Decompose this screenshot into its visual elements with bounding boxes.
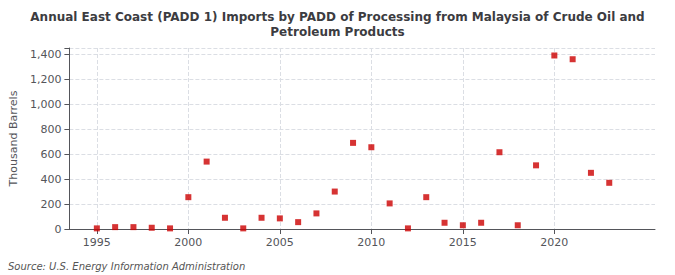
svg-text:1,200: 1,200 <box>30 73 62 86</box>
svg-text:400: 400 <box>40 173 61 186</box>
svg-text:2010: 2010 <box>357 236 385 249</box>
svg-text:600: 600 <box>40 148 61 161</box>
svg-text:2015: 2015 <box>449 236 477 249</box>
svg-text:1,000: 1,000 <box>30 98 62 111</box>
svg-text:1995: 1995 <box>83 236 111 249</box>
svg-text:Thousand Barrels: Thousand Barrels <box>7 90 20 187</box>
svg-text:Annual East Coast (PADD 1) Imp: Annual East Coast (PADD 1) Imports by PA… <box>30 10 644 24</box>
svg-text:800: 800 <box>40 123 61 136</box>
svg-text:Source: U.S. Energy Informatio: Source: U.S. Energy Information Administ… <box>8 261 245 272</box>
svg-text:1,400: 1,400 <box>30 48 62 61</box>
svg-text:Petroleum Products: Petroleum Products <box>270 25 404 39</box>
svg-text:2020: 2020 <box>540 236 568 249</box>
svg-text:2005: 2005 <box>266 236 294 249</box>
svg-text:0: 0 <box>54 223 61 236</box>
svg-text:200: 200 <box>40 198 61 211</box>
svg-text:2000: 2000 <box>174 236 202 249</box>
